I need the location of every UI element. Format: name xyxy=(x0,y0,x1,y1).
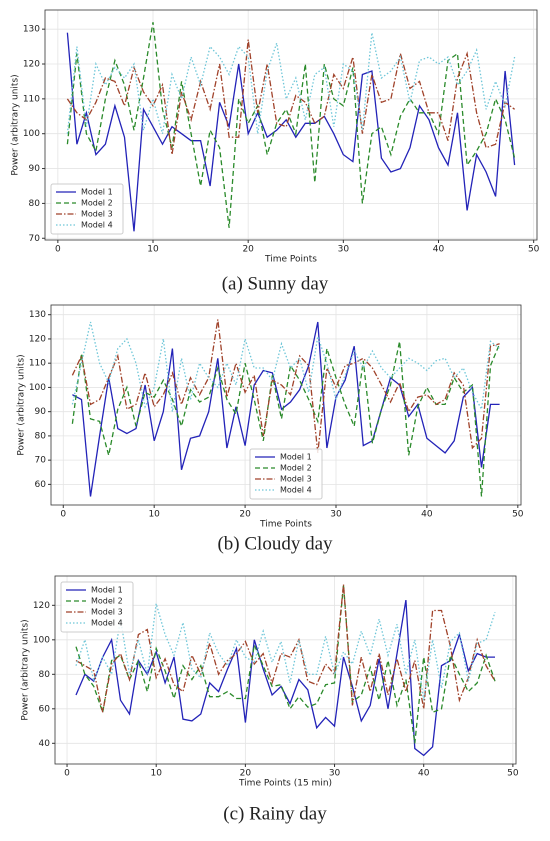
legend-label: Model 3 xyxy=(280,475,312,484)
series-line xyxy=(72,321,500,497)
plot-frame xyxy=(44,9,538,241)
legend-label: Model 1 xyxy=(91,586,123,595)
plot-frame xyxy=(54,575,517,765)
x-tick-label: 10 xyxy=(147,245,159,255)
legend-label: Model 1 xyxy=(280,453,312,462)
x-tick-label: 30 xyxy=(329,769,341,779)
x-tick-label: 50 xyxy=(512,510,524,520)
y-tick-label: 60 xyxy=(35,480,47,490)
x-tick-label: 30 xyxy=(330,510,342,520)
legend-label: Model 2 xyxy=(91,597,123,606)
y-tick-label: 90 xyxy=(35,407,47,417)
y-tick-label: 120 xyxy=(29,334,46,344)
y-tick-label: 100 xyxy=(23,129,40,139)
y-tick-label: 100 xyxy=(33,635,50,645)
y-tick-label: 120 xyxy=(23,60,40,70)
series-line xyxy=(75,584,496,713)
x-tick-label: 10 xyxy=(150,769,162,779)
legend-label: Model 4 xyxy=(81,221,113,230)
series-line xyxy=(66,32,516,134)
y-tick-label: 130 xyxy=(23,25,40,35)
plot-frame xyxy=(50,304,522,506)
legend-label: Model 2 xyxy=(280,464,312,473)
series-line xyxy=(71,341,501,497)
series-line xyxy=(66,39,515,155)
series-line xyxy=(75,603,496,701)
y-tick-label: 40 xyxy=(39,739,51,749)
legend-label: Model 1 xyxy=(81,188,113,197)
series-line xyxy=(66,22,516,228)
y-tick-label: 80 xyxy=(29,199,41,209)
y-tick-label: 70 xyxy=(29,234,41,244)
x-tick-label: 10 xyxy=(148,510,160,520)
legend-box xyxy=(249,448,323,500)
y-tick-label: 130 xyxy=(29,310,46,320)
legend-box xyxy=(60,581,134,633)
y-tick-label: 90 xyxy=(29,164,41,174)
x-tick-label: 20 xyxy=(240,769,252,779)
legend-label: Model 2 xyxy=(81,199,113,208)
x-tick-label: 40 xyxy=(418,769,430,779)
series-line xyxy=(71,321,501,412)
y-tick-label: 120 xyxy=(33,601,50,611)
caption: (a) Sunny day xyxy=(222,273,329,294)
legend-label: Model 3 xyxy=(91,608,123,617)
y-tick-label: 100 xyxy=(29,383,46,393)
caption: (c) Rainy day xyxy=(223,803,327,824)
x-tick-label: 0 xyxy=(60,510,66,520)
x-tick-label: 40 xyxy=(421,510,433,520)
legend-label: Model 4 xyxy=(91,619,123,628)
x-axis-label: Time Points xyxy=(259,520,312,530)
y-axis-label: Power (arbitrary units) xyxy=(11,74,21,175)
x-tick-label: 40 xyxy=(433,245,445,255)
legend-label: Model 4 xyxy=(280,486,312,495)
y-tick-label: 70 xyxy=(35,456,47,466)
y-axis-label: Power (arbitrary units) xyxy=(21,619,31,720)
y-tick-label: 60 xyxy=(39,704,51,714)
legend-label: Model 3 xyxy=(81,210,113,219)
y-axis-label: Power (arbitrary units) xyxy=(17,354,27,455)
x-tick-label: 50 xyxy=(507,769,519,779)
x-axis-label: Time Points xyxy=(264,255,317,265)
series-line xyxy=(75,584,496,744)
x-tick-label: 0 xyxy=(55,245,61,255)
x-axis-label: Time Points (15 min) xyxy=(238,779,332,789)
y-tick-label: 80 xyxy=(35,431,47,441)
x-tick-label: 20 xyxy=(242,245,254,255)
y-tick-label: 110 xyxy=(29,359,46,369)
x-tick-label: 50 xyxy=(528,245,540,255)
x-tick-label: 20 xyxy=(239,510,251,520)
x-tick-label: 0 xyxy=(64,769,70,779)
series-line xyxy=(75,599,495,757)
caption: (b) Cloudy day xyxy=(217,533,333,554)
x-tick-label: 30 xyxy=(338,245,350,255)
y-tick-label: 80 xyxy=(39,670,51,680)
series-line xyxy=(66,32,516,232)
series-line xyxy=(71,319,500,453)
legend-box xyxy=(50,183,124,235)
y-tick-label: 110 xyxy=(23,94,40,104)
